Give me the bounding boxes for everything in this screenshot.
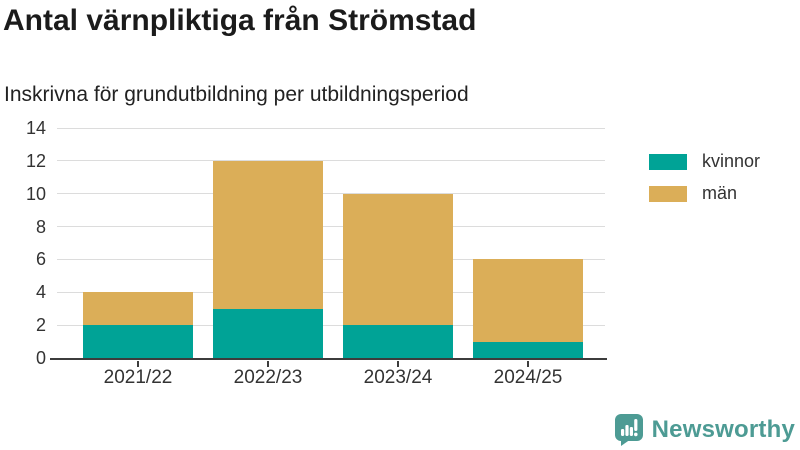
y-tick-label: 0: [35, 348, 46, 368]
bar-segment-män: [343, 193, 453, 326]
y-tick-label: 10: [25, 183, 46, 204]
bar-segment-kvinnor: [343, 325, 453, 358]
gridline-y8: [57, 226, 605, 228]
legend-item-män: män: [649, 183, 760, 204]
legend-label: män: [702, 183, 738, 203]
gridline-y6: [57, 258, 605, 260]
x-tick-label: 2023/24: [363, 367, 433, 388]
gridline-y10: [57, 193, 605, 195]
y-tick-label: 14: [25, 118, 46, 138]
x-axis-labels: 2021/22 2022/23 2023/24 2024/25: [57, 367, 605, 393]
x-tick-label: 2024/25: [493, 367, 563, 388]
bar-segment-kvinnor: [473, 341, 583, 358]
y-tick-label: 4: [35, 282, 46, 303]
bar-segment-män: [83, 292, 193, 326]
legend-swatch: [649, 185, 687, 202]
legend-label: kvinnor: [702, 151, 761, 171]
chart-subtitle: Inskrivna för grundutbildning per utbild…: [4, 83, 469, 106]
gridline-y14: [57, 127, 605, 129]
x-axis-tick: [267, 361, 269, 367]
x-tick-label: 2022/23: [233, 367, 303, 388]
bar-segment-män: [213, 160, 323, 309]
legend-item-kvinnor: kvinnor: [649, 151, 760, 172]
x-axis-line: [50, 357, 607, 360]
y-tick-label: 6: [35, 249, 46, 270]
y-axis-labels: 0 2 4 6 8 10 12 14: [0, 118, 46, 368]
newsworthy-logo-icon: [614, 414, 643, 446]
y-tick-label: 2: [35, 315, 46, 336]
x-axis-tick: [137, 361, 139, 367]
newsworthy-logo-text: Newsworthy: [651, 415, 795, 443]
bar-segment-män: [473, 259, 583, 342]
legend-swatch: [649, 153, 687, 170]
gridline-y2: [57, 324, 605, 326]
bar-segment-kvinnor: [83, 325, 193, 358]
y-tick-label: 12: [25, 150, 46, 171]
gridline-y4: [57, 291, 605, 293]
gridline-y12: [57, 160, 605, 162]
chart-title: Antal värnpliktiga från Strömstad: [3, 4, 477, 37]
newsworthy-logo: Newsworthy: [614, 413, 795, 446]
x-axis-tick: [527, 361, 529, 367]
x-axis-tick: [397, 361, 399, 367]
x-tick-label: 2021/22: [103, 367, 173, 388]
y-tick-label: 8: [35, 216, 46, 237]
bar-segment-kvinnor: [213, 308, 323, 358]
plot-area: [50, 127, 607, 367]
legend: kvinnor män: [649, 151, 760, 215]
